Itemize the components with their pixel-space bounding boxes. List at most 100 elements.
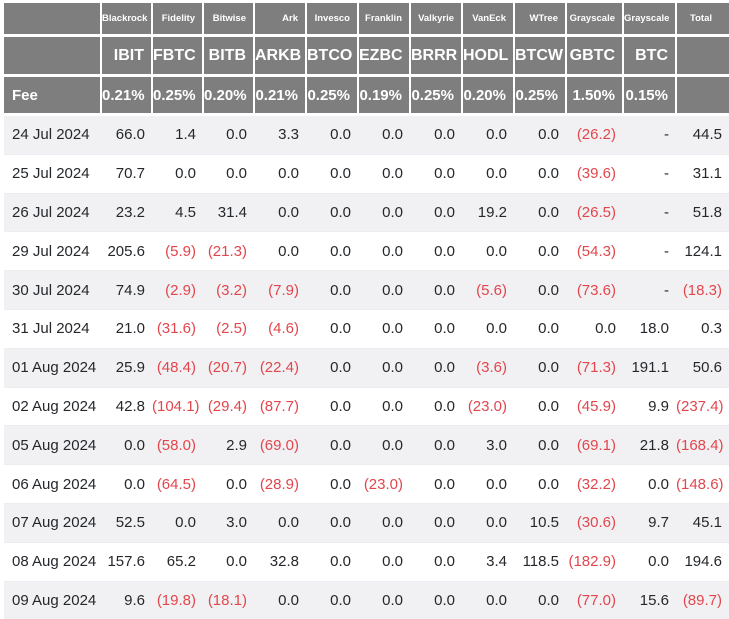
flow-value-cell: 0.0 xyxy=(462,581,514,619)
date-cell: 24 Jul 2024 xyxy=(4,115,101,155)
ticker-header-ibit: IBIT xyxy=(101,36,152,76)
flow-value-cell: (23.0) xyxy=(358,465,410,504)
issuer-header-grayscale-gbtc: Grayscale xyxy=(566,3,623,36)
ticker-header-fbtc: FBTC xyxy=(152,36,203,76)
flow-value-cell: 70.7 xyxy=(101,154,152,193)
flow-value-cell: 0.0 xyxy=(514,115,566,155)
flow-value-cell: 0.0 xyxy=(410,581,462,619)
flow-value-cell: 21.8 xyxy=(623,426,676,465)
flow-value-cell: 0.0 xyxy=(462,232,514,271)
flow-value-cell: 0.0 xyxy=(462,115,514,155)
flow-value-cell: 191.1 xyxy=(623,348,676,387)
flow-value-cell: 9.6 xyxy=(101,581,152,619)
issuer-header-valkyrie: Valkyrie xyxy=(410,3,462,36)
ticker-header-btco: BTCO xyxy=(306,36,358,76)
flow-value-cell: (32.2) xyxy=(566,465,623,504)
flow-value-cell: 0.0 xyxy=(306,542,358,581)
ticker-header-hodl: HODL xyxy=(462,36,514,76)
date-cell: 06 Aug 2024 xyxy=(4,465,101,504)
issuer-header-fidelity: Fidelity xyxy=(152,3,203,36)
flow-value-cell: 65.2 xyxy=(152,542,203,581)
total-value-cell: 194.6 xyxy=(676,542,729,581)
flow-value-cell: 0.0 xyxy=(514,581,566,619)
flow-value-cell: 0.0 xyxy=(514,465,566,504)
flow-value-cell: 0.0 xyxy=(410,387,462,426)
flow-value-cell: 0.0 xyxy=(514,271,566,310)
flow-value-cell: 0.0 xyxy=(514,232,566,271)
flow-value-cell: (22.4) xyxy=(254,348,306,387)
flow-value-cell: 0.0 xyxy=(410,232,462,271)
flow-value-cell: (4.6) xyxy=(254,309,306,348)
flow-value-cell: 0.0 xyxy=(358,581,410,619)
date-cell: 26 Jul 2024 xyxy=(4,193,101,232)
flow-value-cell: 0.0 xyxy=(203,115,254,155)
date-cell: 29 Jul 2024 xyxy=(4,232,101,271)
total-blank-cell xyxy=(676,36,729,76)
ticker-header-ezbc: EZBC xyxy=(358,36,410,76)
flow-value-cell: 0.0 xyxy=(410,503,462,542)
flow-value-cell: 157.6 xyxy=(101,542,152,581)
flow-value-cell: 52.5 xyxy=(101,503,152,542)
flow-value-cell: 3.0 xyxy=(462,426,514,465)
total-value-cell: 44.5 xyxy=(676,115,729,155)
corner-cell xyxy=(4,36,101,76)
total-value-cell: (168.4) xyxy=(676,426,729,465)
flow-value-cell: 0.0 xyxy=(358,426,410,465)
flow-value-cell: 0.0 xyxy=(254,581,306,619)
flow-value-cell: (29.4) xyxy=(203,387,254,426)
flow-value-cell: 0.0 xyxy=(203,465,254,504)
flow-value-cell: 31.4 xyxy=(203,193,254,232)
flow-value-cell: - xyxy=(623,271,676,310)
flow-value-cell: (5.9) xyxy=(152,232,203,271)
flow-value-cell: 0.0 xyxy=(254,193,306,232)
flow-value-cell: 0.0 xyxy=(358,309,410,348)
flow-value-cell: - xyxy=(623,193,676,232)
ticker-header-btcw: BTCW xyxy=(514,36,566,76)
flow-value-cell: (48.4) xyxy=(152,348,203,387)
flow-value-cell: 0.0 xyxy=(306,154,358,193)
flow-value-cell: 0.0 xyxy=(358,232,410,271)
flow-value-cell: 0.0 xyxy=(410,154,462,193)
flow-value-cell: 0.0 xyxy=(254,232,306,271)
flow-value-cell: (64.5) xyxy=(152,465,203,504)
flow-value-cell: 0.0 xyxy=(101,426,152,465)
flow-value-cell: 21.0 xyxy=(101,309,152,348)
flow-value-cell: (31.6) xyxy=(152,309,203,348)
flow-value-cell: 25.9 xyxy=(101,348,152,387)
corner-cell xyxy=(4,3,101,36)
flow-value-cell: (54.3) xyxy=(566,232,623,271)
total-value-cell: 50.6 xyxy=(676,348,729,387)
flow-value-cell: 0.0 xyxy=(358,154,410,193)
issuer-header-blackrock: Blackrock xyxy=(101,3,152,36)
flow-value-cell: 0.0 xyxy=(410,193,462,232)
issuer-header-franklin: Franklin xyxy=(358,3,410,36)
flow-value-cell: 0.0 xyxy=(306,465,358,504)
ticker-header-brrr: BRRR xyxy=(410,36,462,76)
date-cell: 02 Aug 2024 xyxy=(4,387,101,426)
flow-value-cell: 0.0 xyxy=(203,542,254,581)
fee-hodl: 0.20% xyxy=(462,76,514,115)
flow-value-cell: 0.0 xyxy=(514,193,566,232)
flow-value-cell: 0.0 xyxy=(462,503,514,542)
fee-ibit: 0.21% xyxy=(101,76,152,115)
flow-value-cell: 0.0 xyxy=(514,387,566,426)
ticker-header-gbtc: GBTC xyxy=(566,36,623,76)
table-header: Blackrock Fidelity Bitwise Ark Invesco F… xyxy=(4,3,729,115)
flow-value-cell: 0.0 xyxy=(254,154,306,193)
total-blank-cell xyxy=(676,76,729,115)
date-cell: 05 Aug 2024 xyxy=(4,426,101,465)
issuer-header-wtree: WTree xyxy=(514,3,566,36)
flow-value-cell: 9.7 xyxy=(623,503,676,542)
total-value-cell: 124.1 xyxy=(676,232,729,271)
date-cell: 09 Aug 2024 xyxy=(4,581,101,619)
flow-value-cell: 0.0 xyxy=(514,426,566,465)
ticker-header-bitb: BITB xyxy=(203,36,254,76)
flow-value-cell: 0.0 xyxy=(462,309,514,348)
flow-value-cell: 0.0 xyxy=(514,348,566,387)
flow-value-cell: (182.9) xyxy=(566,542,623,581)
